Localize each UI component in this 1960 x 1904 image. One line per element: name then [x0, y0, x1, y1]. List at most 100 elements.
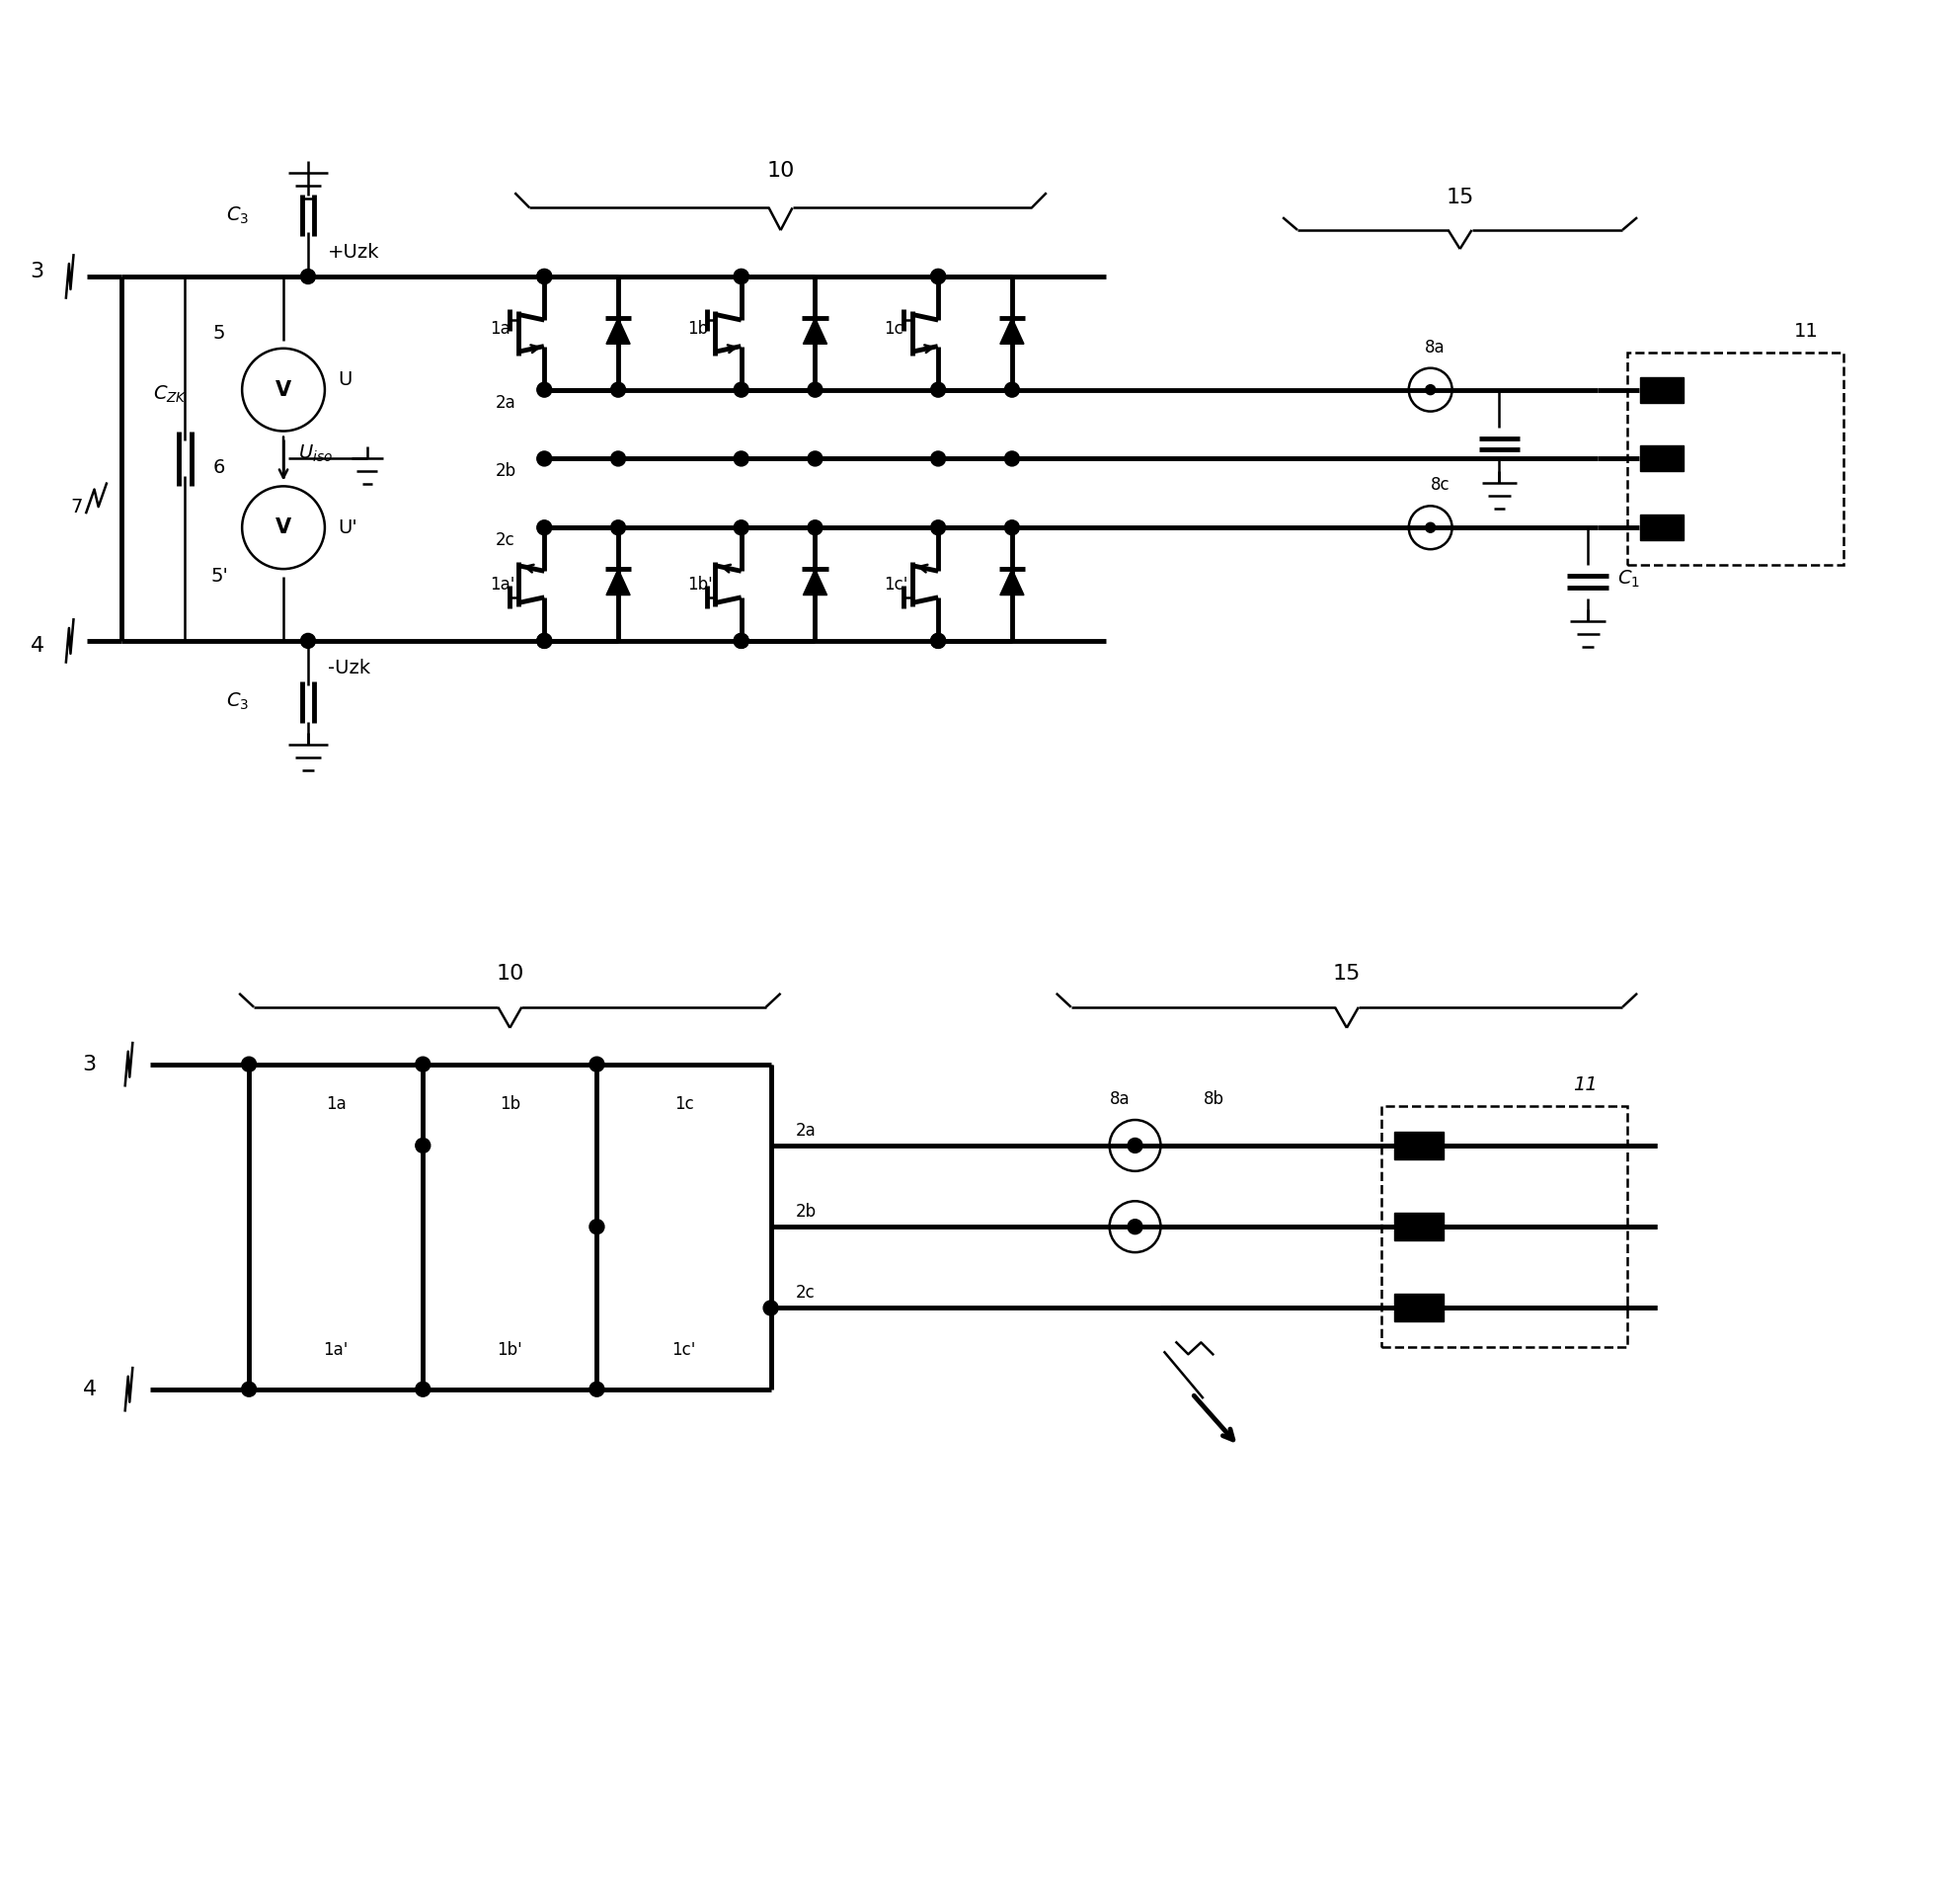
Text: U: U	[337, 371, 351, 388]
Circle shape	[931, 383, 945, 398]
Text: 11: 11	[1793, 322, 1819, 341]
Text: 2a: 2a	[796, 1121, 815, 1140]
Text: 1c: 1c	[674, 1095, 694, 1112]
Circle shape	[1005, 383, 1019, 398]
Circle shape	[300, 634, 316, 647]
Text: 1b: 1b	[688, 320, 708, 337]
Text: 8b: 8b	[1203, 1091, 1225, 1108]
Bar	[1394, 1131, 1443, 1160]
Text: 10: 10	[766, 162, 794, 181]
Circle shape	[416, 1139, 431, 1154]
Circle shape	[537, 451, 551, 466]
Circle shape	[931, 634, 945, 647]
Text: 1a': 1a'	[323, 1340, 349, 1359]
Circle shape	[733, 383, 749, 398]
Circle shape	[1131, 1222, 1141, 1232]
Circle shape	[931, 634, 945, 647]
Polygon shape	[804, 569, 827, 596]
Circle shape	[733, 634, 749, 647]
Circle shape	[590, 1219, 604, 1234]
Text: 15: 15	[1333, 963, 1360, 984]
Bar	[1641, 446, 1684, 472]
Polygon shape	[1000, 569, 1023, 596]
Text: $C_3$: $C_3$	[225, 206, 249, 227]
Text: -Uzk: -Uzk	[327, 659, 370, 678]
Text: +Uzk: +Uzk	[327, 244, 380, 261]
Circle shape	[590, 1382, 604, 1398]
Polygon shape	[1000, 318, 1023, 345]
Text: 3: 3	[29, 261, 45, 282]
Text: U': U'	[337, 518, 357, 537]
Circle shape	[931, 520, 945, 535]
Circle shape	[416, 1057, 431, 1072]
Circle shape	[537, 268, 551, 284]
Text: 2b: 2b	[496, 463, 515, 480]
Text: 5: 5	[214, 324, 225, 343]
Text: 1b': 1b'	[498, 1340, 523, 1359]
Circle shape	[1425, 385, 1435, 394]
Circle shape	[612, 383, 625, 398]
Text: $C_3$: $C_3$	[225, 691, 249, 712]
Bar	[1641, 377, 1684, 402]
Circle shape	[590, 1057, 604, 1072]
Text: 2a: 2a	[496, 394, 515, 411]
Text: 10: 10	[496, 963, 523, 984]
Circle shape	[612, 520, 625, 535]
Bar	[1641, 514, 1684, 541]
Circle shape	[537, 520, 551, 535]
Text: 5': 5'	[210, 567, 227, 586]
Circle shape	[1005, 520, 1019, 535]
Text: 7: 7	[71, 499, 82, 516]
Text: 4: 4	[82, 1378, 96, 1399]
Text: 1c': 1c'	[884, 575, 907, 594]
Circle shape	[241, 1057, 257, 1072]
Text: 1a: 1a	[490, 320, 512, 337]
Circle shape	[733, 520, 749, 535]
Circle shape	[1127, 1139, 1143, 1154]
Text: $C_{ZK}$: $C_{ZK}$	[153, 383, 188, 404]
Text: V: V	[276, 381, 292, 400]
Text: $U_{iso}$: $U_{iso}$	[298, 444, 333, 465]
Circle shape	[537, 634, 551, 647]
Text: 8a: 8a	[1109, 1091, 1131, 1108]
Circle shape	[1005, 451, 1019, 466]
Circle shape	[762, 1300, 778, 1316]
Circle shape	[733, 451, 749, 466]
Text: V: V	[276, 518, 292, 537]
Circle shape	[931, 268, 945, 284]
Text: 11: 11	[1574, 1076, 1597, 1095]
Circle shape	[241, 1382, 257, 1398]
Polygon shape	[804, 318, 827, 345]
Text: 8a: 8a	[1425, 339, 1446, 356]
Circle shape	[1127, 1219, 1143, 1234]
Text: 2c: 2c	[796, 1285, 815, 1302]
Circle shape	[537, 268, 551, 284]
Text: 15: 15	[1446, 188, 1474, 208]
Text: 1c': 1c'	[672, 1340, 696, 1359]
Circle shape	[300, 268, 316, 284]
Circle shape	[537, 383, 551, 398]
Bar	[1394, 1295, 1443, 1321]
Circle shape	[1131, 1140, 1141, 1150]
Circle shape	[733, 634, 749, 647]
Circle shape	[931, 268, 945, 284]
Text: $C_1$: $C_1$	[1617, 567, 1641, 590]
Polygon shape	[606, 569, 629, 596]
Circle shape	[416, 1382, 431, 1398]
Circle shape	[808, 383, 823, 398]
Circle shape	[808, 520, 823, 535]
Circle shape	[1425, 524, 1435, 533]
Circle shape	[537, 634, 551, 647]
Text: 3: 3	[82, 1055, 96, 1074]
Circle shape	[733, 268, 749, 284]
Text: 2b: 2b	[796, 1203, 815, 1220]
Text: 1a': 1a'	[490, 575, 515, 594]
Circle shape	[733, 268, 749, 284]
Text: 2c: 2c	[496, 531, 515, 548]
Bar	[1394, 1213, 1443, 1241]
Text: 1b': 1b'	[688, 575, 713, 594]
Text: 1c: 1c	[884, 320, 904, 337]
Text: 6: 6	[214, 459, 225, 478]
Text: 8c: 8c	[1431, 476, 1450, 495]
Circle shape	[931, 451, 945, 466]
